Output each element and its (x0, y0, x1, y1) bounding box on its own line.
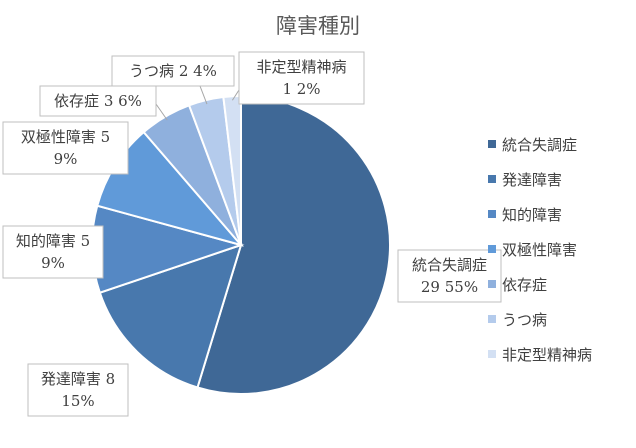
data-label-box (238, 51, 365, 105)
chart-title: 障害種別 (276, 14, 360, 38)
legend-label: 発達障害 (502, 171, 562, 189)
data-label-1: 統合失調症 29 55% (397, 249, 502, 303)
data-label-text: 依存症 3 6% (54, 92, 142, 110)
data-label-box (27, 363, 129, 417)
data-label-box (111, 55, 235, 87)
legend-swatch (488, 140, 496, 148)
legend-label: 双極性障害 (502, 241, 577, 259)
legend-label: 統合失調症 (502, 136, 577, 154)
legend-swatch (488, 315, 496, 323)
legend-item-3: 知的障害 (488, 206, 562, 224)
data-label-text: 15% (61, 392, 94, 410)
data-label-text: 統合失調症 (412, 256, 487, 274)
pie-slices (91, 94, 391, 395)
data-label-box (2, 225, 104, 279)
data-label-text: 1 2% (282, 80, 320, 98)
legend-item-4: 双極性障害 (488, 241, 577, 259)
legend-item-2: 発達障害 (488, 171, 562, 189)
legend-item-5: 依存症 (488, 276, 547, 294)
data-label-box (39, 85, 157, 117)
data-label-text: 9% (41, 254, 65, 272)
legend-label: うつ病 (502, 311, 547, 329)
legend-label: 依存症 (502, 276, 547, 294)
data-label-box (397, 249, 502, 303)
data-label-text: 双極性障害 5 (21, 128, 110, 146)
leader-line-5 (155, 103, 168, 121)
legend-item-6: うつ病 (488, 311, 547, 329)
legend-swatch (488, 245, 496, 253)
data-label-7: 非定型精神病 1 2% (238, 51, 365, 105)
data-label-text: 知的障害 5 (16, 232, 90, 250)
data-label-text: 9% (54, 150, 78, 168)
pie-slice-1 (196, 94, 391, 395)
data-label-box (2, 121, 129, 175)
data-label-text: 非定型精神病 (256, 58, 346, 76)
legend-swatch (488, 175, 496, 183)
data-label-3: 知的障害 5 9% (2, 225, 104, 279)
legend-item-1: 統合失調症 (488, 136, 577, 154)
leader-line-6 (199, 85, 208, 105)
data-label-2: 発達障害 8 15% (27, 363, 129, 417)
leader-lines (155, 85, 240, 121)
legend-swatch (488, 280, 496, 288)
legend-swatch (488, 350, 496, 358)
legend-label: 非定型精神病 (502, 346, 592, 364)
data-label-5: 依存症 3 6% (39, 85, 157, 117)
legend-swatch (488, 210, 496, 218)
data-label-6: うつ病 2 4% (111, 55, 235, 87)
data-label-callouts: 統合失調症 29 55% 発達障害 8 15% 知的障害 5 9% 双極性障害 5 9% 依存症… (2, 51, 502, 417)
data-label-4: 双極性障害 5 9% (2, 121, 129, 175)
legend-label: 知的障害 (502, 206, 562, 224)
legend-item-7: 非定型精神病 (488, 346, 592, 364)
data-label-text: 発達障害 8 (41, 370, 115, 388)
leader-line-7 (231, 89, 240, 101)
data-label-text: 29 55% (421, 278, 478, 296)
data-label-text: うつ病 2 4% (129, 62, 217, 80)
pie-slice-2 (98, 243, 243, 389)
